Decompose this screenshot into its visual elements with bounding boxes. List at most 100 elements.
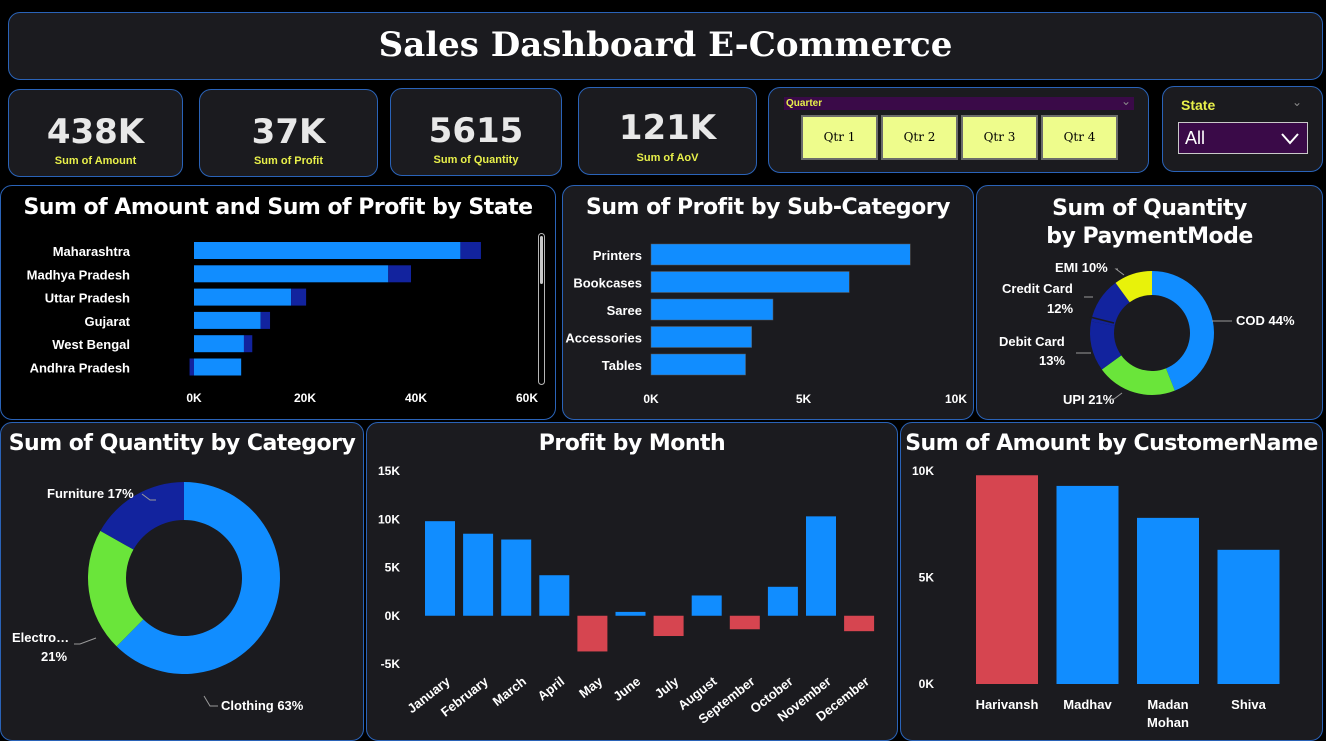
x-tick-label: March [490,674,529,709]
x-tick-label: 40K [405,391,427,405]
category-donut-chart: Clothing 63% Electro… 21% Furniture 17% [12,482,304,713]
row-label: Maharashtra [53,244,131,259]
amount-bar [194,288,292,306]
chart-title: Sum of Quantity by PaymentMode [977,195,1322,251]
month-bar [463,533,494,616]
donut-label: EMI 10% [1055,260,1108,275]
kpi-card-quantity[interactable]: 5615 Sum of Quantity [390,88,562,176]
quarter-option-qtr2[interactable]: Qtr 2 [881,115,958,160]
kpi-label: Sum of Profit [253,155,324,167]
quarter-slicer-label: Quarter [786,98,823,109]
row-label: Gujarat [84,314,130,329]
row-label: Uttar Pradesh [45,291,130,306]
row-label: West Bengal [52,337,130,352]
row-label: Bookcases [573,276,642,291]
x-tick-label: 60K [516,391,538,405]
amount-bar [194,358,242,376]
chevron-down-icon[interactable]: ⌄ [1121,94,1132,108]
leader-line [1114,268,1125,276]
kpi-value: 438K [46,112,145,152]
profit-bar [460,242,481,259]
paymentmode-donut-chart: COD 44% UPI 21% Debit Card 13% Credit Card 12… [999,260,1295,407]
month-bar [729,615,760,630]
quarter-option-qtr4[interactable]: Qtr 4 [1041,115,1118,160]
x-tick-label: 0K [186,391,202,405]
kpi-card-aov[interactable]: 121K Sum of AoV [578,87,757,175]
month-bar [539,575,570,616]
x-tick-label: May [576,673,606,701]
profit-bar [650,353,746,376]
title-panel: Sales Dashboard E-Commerce [8,12,1323,80]
scrollbar-thumb[interactable] [540,236,543,284]
donut-label: 12% [1047,301,1073,316]
donut-label: Electro… [12,630,69,645]
chevron-down-icon[interactable]: ⌄ [1292,95,1303,109]
quarter-slicer-header: Quarter [784,97,1134,110]
kpi-label: Sum of Quantity [433,154,519,166]
row-label: Accessories [565,331,642,346]
slice-separator [1089,316,1115,324]
donut-label: Debit Card [999,334,1065,349]
quarter-option-qtr1[interactable]: Qtr 1 [801,115,878,160]
x-tick-label: 0K [643,392,659,406]
donut-label: COD 44% [1236,313,1295,328]
profit-bar [291,288,307,306]
chart-title: Sum of Amount and Sum of Profit by State [23,195,533,220]
chart-title: Profit by Month [538,431,726,456]
state-bar-chart: Maharashtra Madhya Pradesh Uttar Pradesh Gu… [27,242,538,405]
x-tick-label: April [535,674,568,704]
customer-bar [1056,485,1119,684]
donut-slice [1091,282,1130,326]
x-tick-label: 10K [945,392,967,406]
y-tick-label: 0K [919,677,935,691]
y-tick-label: 15K [378,464,400,478]
kpi-value: 121K [618,108,717,148]
y-tick-label: 5K [385,561,401,575]
x-tick-label: 5K [796,392,812,406]
page-title: Sales Dashboard E-Commerce [378,25,953,65]
donut-label: 13% [1039,353,1065,368]
donut-label: Furniture 17% [47,486,134,501]
leader-line [141,493,156,501]
scrollbar[interactable] [538,233,545,385]
customer-bar [1217,549,1280,684]
row-label: Andhra Pradesh [30,361,130,376]
y-tick-label: 10K [378,512,400,526]
quarter-option-qtr3[interactable]: Qtr 3 [961,115,1038,160]
chart-title: Sum of Amount by CustomerName [905,431,1318,456]
y-tick-label: 0K [385,609,401,623]
month-bar [691,595,722,616]
month-bar [844,615,875,632]
amount-bar [194,265,389,283]
profit-bar [243,335,253,353]
y-tick-label: -5K [381,657,401,671]
state-dropdown[interactable]: All [1178,122,1308,154]
donut-label: Credit Card [1002,281,1073,296]
kpi-card-amount[interactable]: 438K Sum of Amount [8,89,183,177]
y-tick-label: 10K [912,464,934,478]
profit-bar [650,326,752,348]
donut-slice [116,482,280,674]
kpi-value: 5615 [428,111,524,151]
chart-title-text: Sum of Quantity by PaymentMode [1046,196,1253,249]
kpi-value: 37K [251,112,326,152]
profit-bar [650,271,850,293]
x-tick-label: July [652,673,682,701]
leader-line [1109,392,1123,400]
leader-line [74,637,97,645]
chart-title: Sum of Quantity by Category [8,431,356,456]
donut-slice [88,530,144,647]
customer-bar-chart: 10K 5K 0K Harivansh Madhav Madan Mohan Shiva [912,464,1280,730]
donut-label: Clothing 63% [221,698,304,713]
state-slicer-label: State [1181,97,1216,113]
kpi-card-profit[interactable]: 37K Sum of Profit [199,89,378,177]
kpi-label: Sum of AoV [636,152,699,164]
leader-line [203,695,218,707]
month-bar [425,521,455,616]
x-tick-label: Shiva [1231,697,1266,712]
x-tick-label: Madhav [1063,697,1112,712]
donut-label: UPI 21% [1063,392,1115,407]
profit-bar [260,311,271,329]
category-chart-panel: Sum of Quantity by Category [0,422,364,741]
